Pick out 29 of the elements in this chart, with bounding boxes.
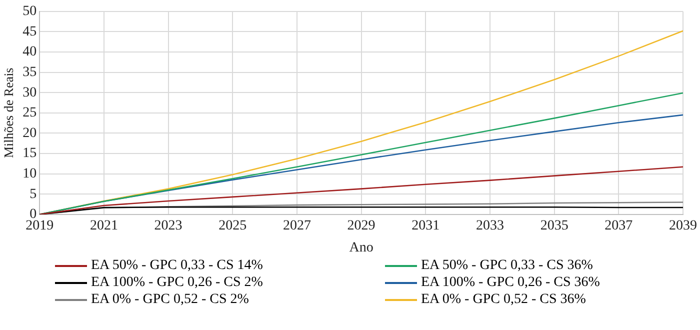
y-tick-label: 15 [22, 146, 37, 162]
y-tick-label: 10 [22, 166, 37, 182]
legend-label: EA 0% - GPC 0,52 - CS 36% [421, 292, 586, 308]
y-tick-label: 20 [22, 126, 37, 141]
x-tick-label: 2027 [282, 218, 311, 234]
y-tick-label: 40 [22, 44, 37, 60]
y-tick-label: 35 [22, 64, 37, 80]
legend-label: EA 50% - GPC 0,33 - CS 36% [421, 258, 593, 274]
y-tick-label: 50 [22, 4, 37, 20]
x-tick-label: 2035 [540, 218, 568, 234]
x-tick-label: 2025 [218, 218, 247, 234]
legend-label: EA 100% - GPC 0,26 - CS 2% [91, 275, 263, 291]
x-tick-label: 2037 [604, 218, 633, 234]
y-tick-label: 30 [22, 85, 37, 100]
x-tick-label: 2031 [412, 218, 440, 234]
x-tick-label: 2019 [26, 218, 54, 234]
legend-label: EA 0% - GPC 0,52 - CS 2% [91, 292, 249, 308]
x-tick-label: 2029 [347, 218, 376, 234]
x-tick-label: 2039 [669, 218, 697, 234]
legend-label: EA 50% - GPC 0,33 - CS 14% [91, 258, 263, 274]
legend-label: EA 100% - GPC 0,26 - CS 36% [421, 275, 600, 291]
x-tick-label: 2023 [154, 218, 182, 234]
x-axis-title: Ano [349, 240, 374, 256]
y-tick-label: 45 [22, 24, 37, 40]
x-tick-label: 2033 [476, 218, 504, 234]
x-tick-label: 2021 [90, 218, 118, 234]
y-axis-title: Milhões de Reais [1, 68, 16, 158]
y-tick-label: 5 [30, 186, 37, 202]
y-tick-label: 25 [22, 106, 37, 121]
